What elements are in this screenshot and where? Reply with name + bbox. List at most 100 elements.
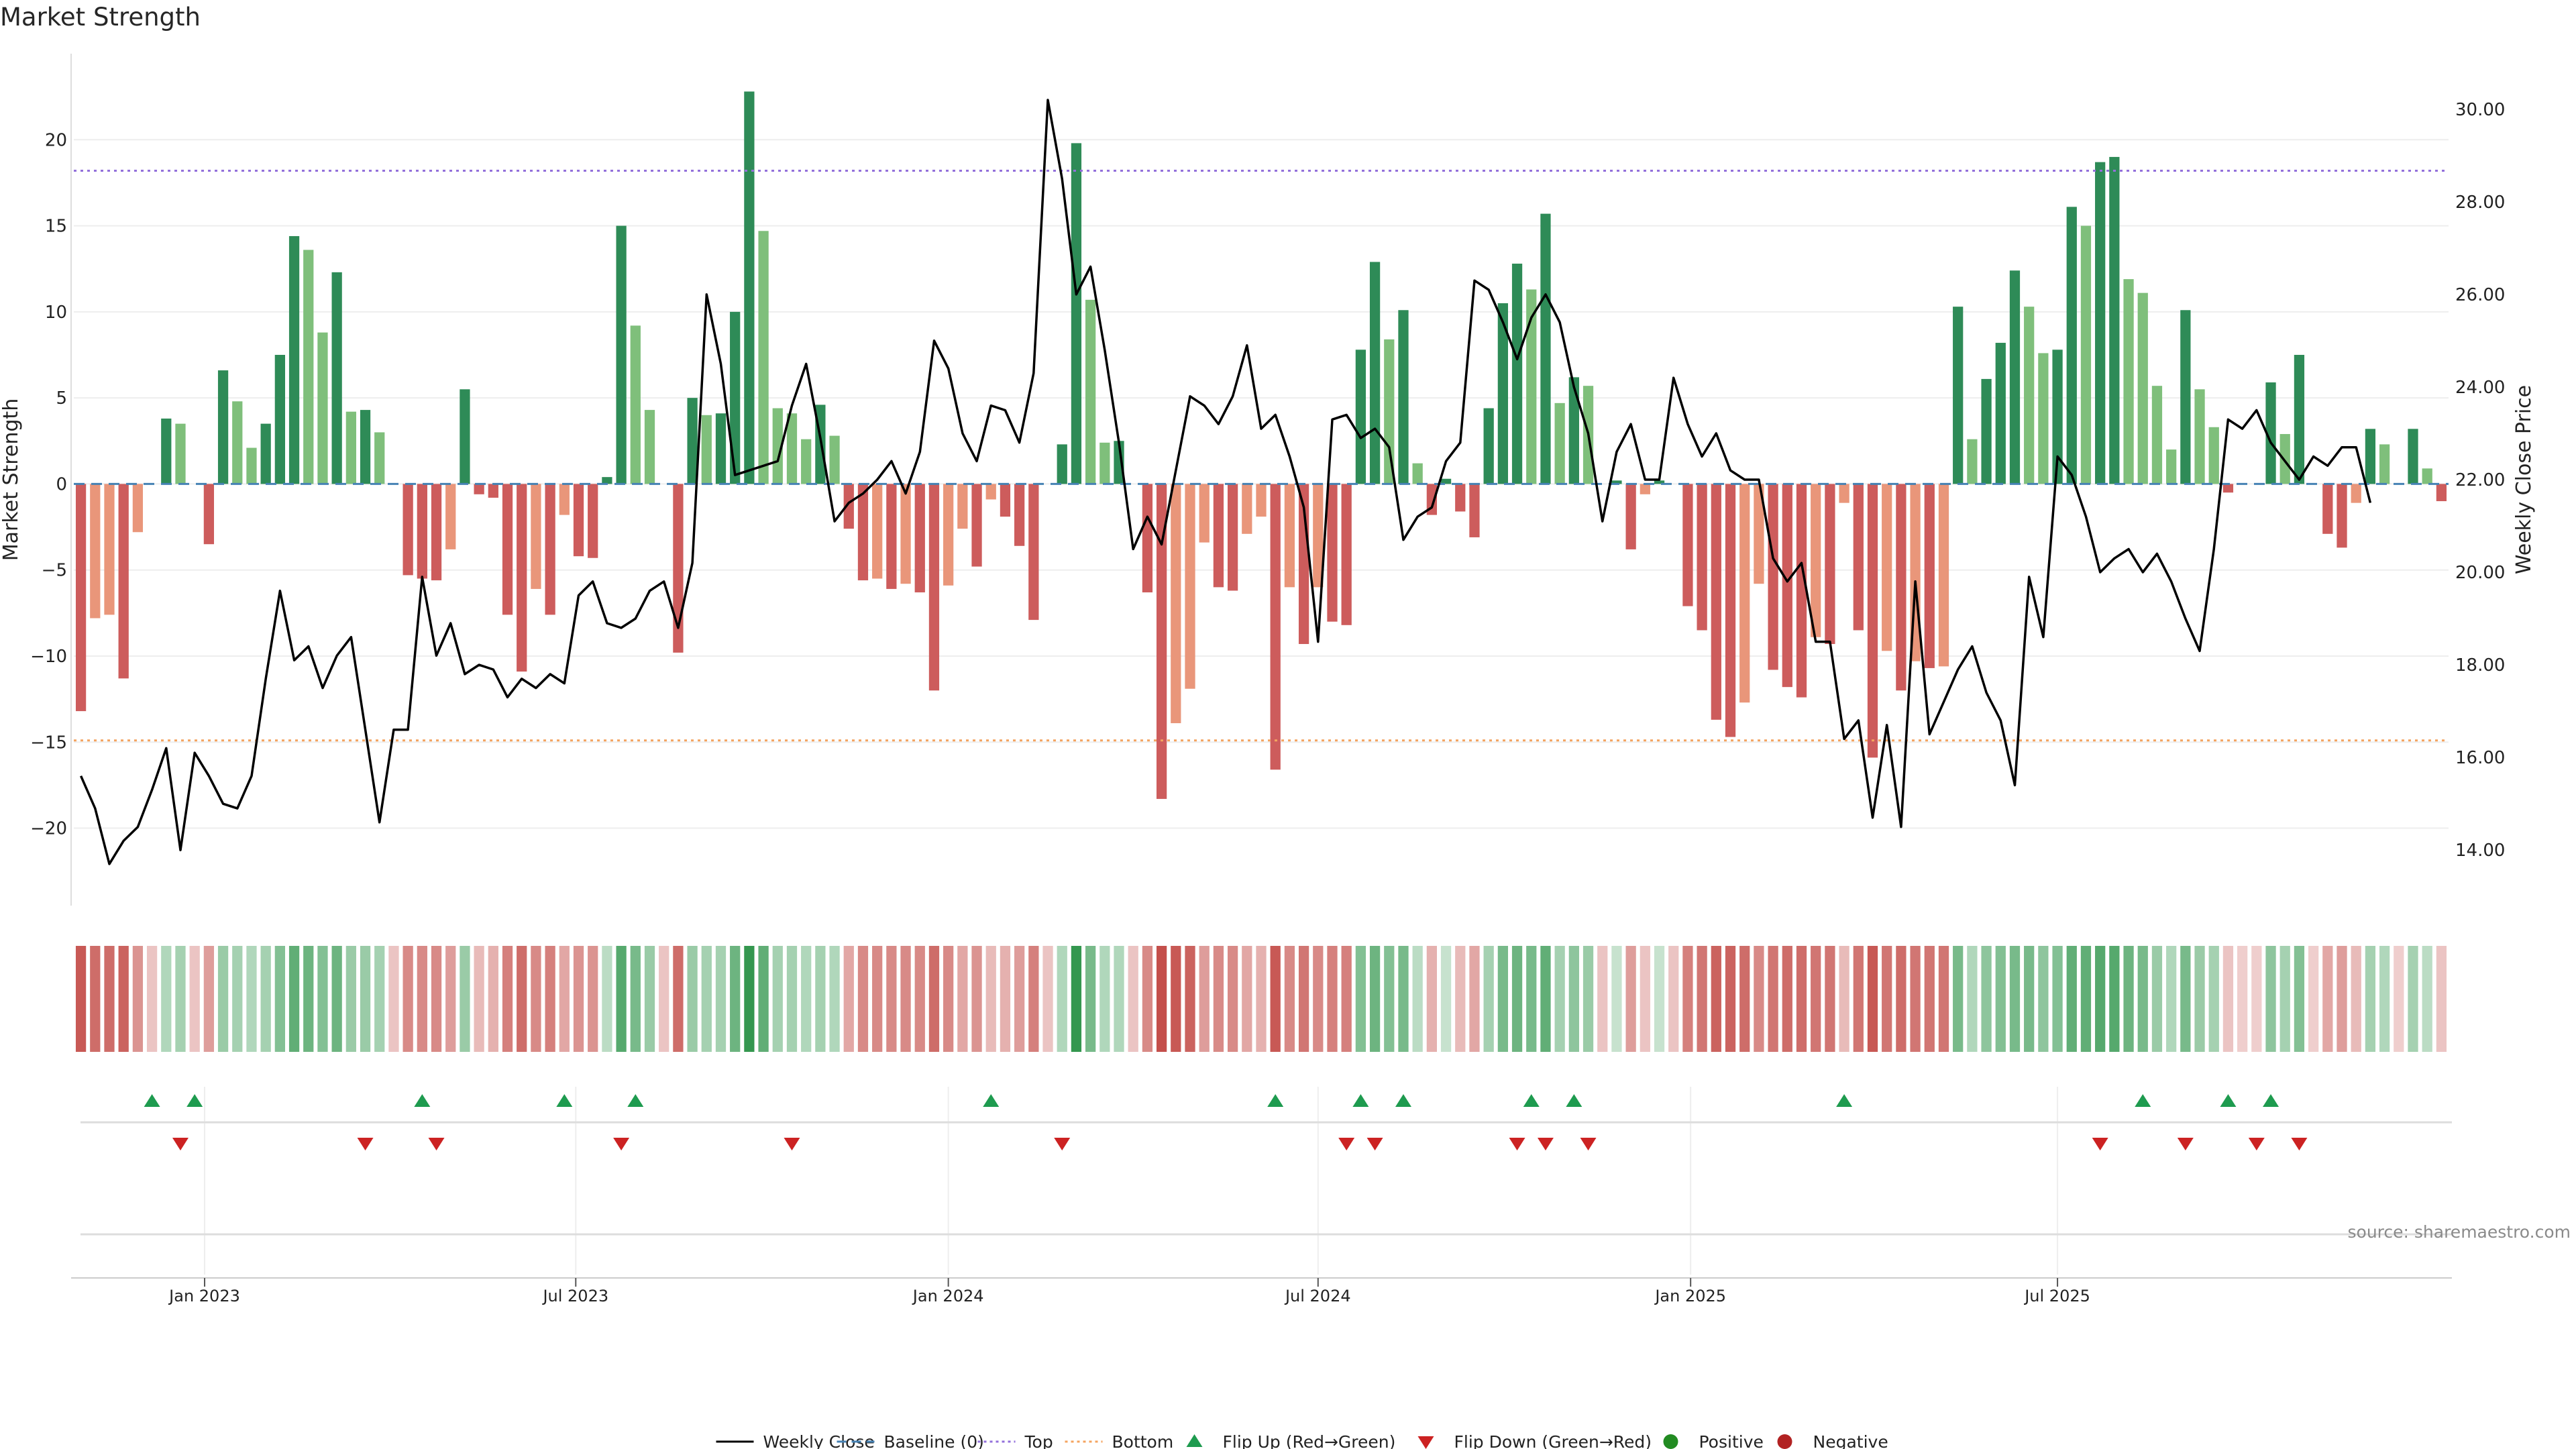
strength-bar (345, 411, 356, 484)
heatmap-cell (203, 946, 215, 1052)
heatmap-cell (1057, 946, 1067, 1052)
flip-down-marker (1366, 1138, 1383, 1150)
x-tick-label: Jul 2023 (541, 1287, 608, 1305)
heatmap-cell (985, 946, 996, 1052)
heatmap-cell (730, 946, 741, 1052)
strength-bar (175, 423, 186, 484)
heatmap-cell (1341, 946, 1352, 1052)
heatmap-cell (2351, 946, 2361, 1052)
flip-down-marker (1537, 1138, 1554, 1150)
strength-bar (1625, 484, 1636, 549)
y2-tick-label: 30.00 (2455, 100, 2505, 120)
heatmap-cell (1825, 946, 1835, 1052)
chart-title: Market Strength (0, 3, 201, 32)
heatmap-cell (829, 946, 840, 1052)
heatmap-cell (1398, 946, 1409, 1052)
strength-bar (1825, 484, 1835, 645)
heatmap-cell (886, 946, 897, 1052)
strength-bar (2279, 434, 2290, 484)
heatmap-cell (331, 946, 342, 1052)
heatmap-cell (488, 946, 498, 1052)
strength-bar (2024, 307, 2035, 484)
heatmap-cell (1967, 946, 1978, 1052)
heatmap-cell (445, 946, 456, 1052)
heatmap-cell (90, 946, 101, 1052)
strength-bar (1967, 439, 1978, 484)
strength-bar (1114, 441, 1124, 484)
heatmap-cell (701, 946, 712, 1052)
heatmap-cell (1085, 946, 1096, 1052)
strength-bar (701, 415, 712, 484)
legend-item: Flip Down (Green→Red) (1417, 1432, 1652, 1449)
legend-label: Baseline (0) (884, 1432, 984, 1449)
strength-bar (445, 484, 456, 549)
strength-bar (772, 408, 783, 484)
strength-bar (2009, 270, 2021, 484)
strength-bar (1014, 484, 1025, 546)
strength-bar (75, 484, 87, 712)
heatmap-cell (573, 946, 584, 1052)
heatmap-cell (673, 946, 684, 1052)
heatmap-cell (1697, 946, 1707, 1052)
heatmap-cell (2024, 946, 2035, 1052)
strength-bar (2222, 484, 2234, 493)
heatmap-cell (687, 946, 698, 1052)
flip-up-marker (627, 1094, 644, 1107)
heatmap-cell (246, 946, 257, 1052)
strength-bar (2436, 484, 2447, 502)
x-tick-label: Jul 2024 (1284, 1287, 1351, 1305)
y-tick-label: 20 (45, 130, 67, 150)
flip-up-marker (186, 1094, 203, 1107)
heatmap-cell (928, 946, 940, 1052)
strength-bar (1412, 463, 1423, 484)
strength-bar (1754, 484, 1764, 584)
legend-item: Negative (1777, 1432, 1888, 1449)
strength-bar (1782, 484, 1792, 688)
heatmap-cell (1924, 946, 1935, 1052)
heatmap-cell (1000, 946, 1011, 1052)
strength-bar (1156, 484, 1167, 799)
strength-bar (104, 484, 115, 615)
heatmap-cell (1711, 946, 1721, 1052)
heatmap-cell (2379, 946, 2390, 1052)
strength-bar (2208, 427, 2219, 484)
heatmap-cell (957, 946, 968, 1052)
legend-label: Top (1024, 1432, 1053, 1449)
heatmap-cell (1256, 946, 1267, 1052)
strength-bar (1085, 299, 1096, 484)
strength-bar (1057, 444, 1067, 484)
heatmap-cell (630, 946, 641, 1052)
heatmap-cell (1142, 946, 1153, 1052)
heatmap-cell (1327, 946, 1338, 1052)
heatmap-cell (1754, 946, 1764, 1052)
heatmap-cell (1412, 946, 1423, 1052)
heatmap-cell (531, 946, 541, 1052)
heatmap-cell (1739, 946, 1750, 1052)
strength-bar (1242, 484, 1252, 534)
heatmap-cell (2365, 946, 2376, 1052)
flip-up-marker (1523, 1094, 1540, 1107)
strength-bar (943, 484, 954, 586)
strength-bar (1511, 264, 1523, 484)
flip-down-marker (2248, 1138, 2265, 1150)
heatmap-cell (2294, 946, 2305, 1052)
strength-bar (985, 484, 996, 500)
strength-bar (1938, 484, 1949, 667)
heatmap-cell (1568, 946, 1579, 1052)
strength-bar (360, 410, 371, 484)
heatmap-cell (1369, 946, 1381, 1052)
strength-bar (1455, 484, 1466, 512)
strength-bar (1341, 484, 1352, 625)
strength-bar (914, 484, 925, 593)
heatmap-cell (1128, 946, 1138, 1052)
strength-bar (2123, 279, 2134, 484)
strength-bar (957, 484, 968, 529)
heatmap-cell (1611, 946, 1622, 1052)
flip-down-marker (2291, 1138, 2308, 1150)
heatmap-cell (1242, 946, 1252, 1052)
strength-bar (2351, 484, 2361, 503)
flip-down-marker (613, 1138, 630, 1150)
legend-item: Positive (1663, 1432, 1764, 1449)
heatmap-cell (943, 946, 954, 1052)
strength-bar (1398, 310, 1409, 484)
